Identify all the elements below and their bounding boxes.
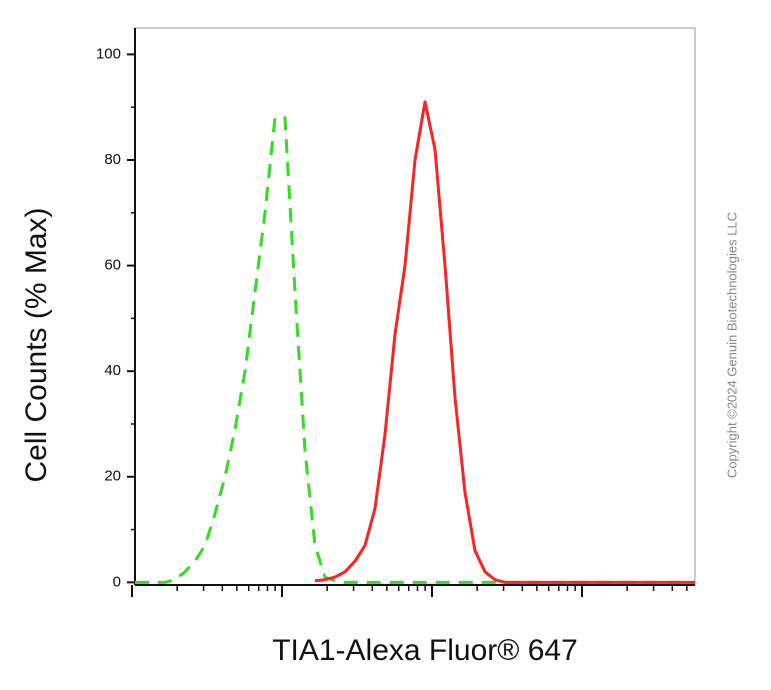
- watermark: Copyright ©2024 Genuin Biotechnologies L…: [724, 212, 739, 478]
- y-tick-label: 20: [104, 468, 121, 485]
- x-axis-label: TIA1-Alexa Fluor® 647: [272, 634, 578, 667]
- series-line: [314, 100, 695, 584]
- y-tick-label: 100: [96, 45, 121, 62]
- series-line: [135, 116, 695, 584]
- y-tick-label: 0: [113, 573, 121, 590]
- y-axis-label: Cell Counts (% Max): [20, 207, 53, 482]
- plot-frame: [134, 27, 696, 586]
- y-tick-label: 40: [104, 362, 121, 379]
- y-tick-label: 80: [104, 151, 121, 168]
- y-tick-label: 60: [104, 257, 121, 274]
